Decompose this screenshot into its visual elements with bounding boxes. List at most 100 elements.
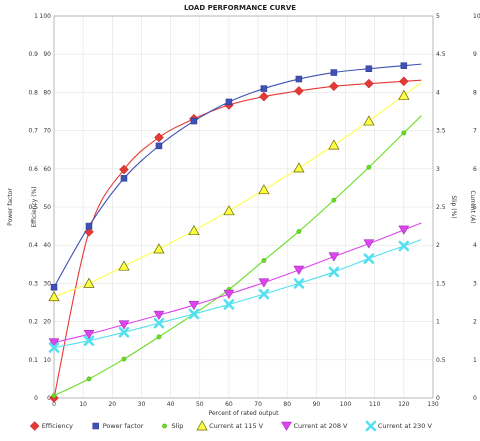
legend-label-power-factor: Power factor <box>103 422 144 430</box>
pf-tick-label: 0.6 <box>28 166 38 173</box>
current-at-115-v-point <box>83 277 95 288</box>
efficiency-axis-label: Efficiency (%) <box>31 186 38 227</box>
current-tick-label: 8 <box>473 89 477 96</box>
current-at-115-v-point <box>48 291 60 302</box>
efficiency-tick-label: 0 <box>47 395 51 402</box>
current-at-208-v-series <box>48 222 422 348</box>
pf-tick-label: 1 <box>34 13 38 20</box>
legend-marker-current-at-230-v <box>365 420 377 432</box>
pf-tick-label: 0.2 <box>28 319 38 326</box>
slip-point <box>401 130 407 136</box>
x-tick-label: 90 <box>313 401 321 408</box>
x-tick-label: 50 <box>196 401 204 408</box>
pf-tick-label: 0.5 <box>28 204 38 211</box>
efficiency-tick-label: 70 <box>43 128 51 135</box>
current-tick-label: 9 <box>473 51 477 58</box>
slip-point <box>156 334 162 340</box>
efficiency-point <box>259 91 269 102</box>
slip-point <box>296 229 302 234</box>
efficiency-tick-label: 30 <box>43 280 51 287</box>
slip-point <box>366 164 372 170</box>
power-factor-point <box>155 142 163 150</box>
slip-tick-label: 4 <box>436 89 440 96</box>
x-tick-label: 60 <box>225 401 233 408</box>
x-marker-stroke <box>258 288 270 300</box>
efficiency-point <box>119 164 129 175</box>
current-tick-label: 1 <box>473 357 477 364</box>
current-at-115-v-series <box>48 82 422 302</box>
power-factor-point <box>120 175 128 182</box>
current-tick-label: 7 <box>473 128 477 135</box>
x-tick-label: 100 <box>340 401 352 408</box>
current-at-230-v-point <box>328 266 340 278</box>
x-marker-stroke <box>118 326 130 338</box>
current-at-115-v-point <box>363 115 375 126</box>
current-at-115-v-point <box>153 243 165 254</box>
power-factor-point <box>330 69 338 76</box>
current-at-230-v-point <box>83 335 95 347</box>
legend-label-slip: Slip <box>172 422 184 430</box>
slip-tick-label: 0 <box>436 395 440 402</box>
slip-tick-label: 1.5 <box>436 280 446 287</box>
x-marker-stroke <box>223 299 235 310</box>
pf-tick-label: 0.9 <box>28 51 38 58</box>
x-axis-label: Percent of rated output <box>209 410 280 417</box>
slip-tick-label: 4.5 <box>436 51 446 58</box>
current-at-115-v-point <box>258 184 270 195</box>
x-tick-label: 0 <box>52 401 56 408</box>
legend-marker-current-at-115-v <box>196 420 208 431</box>
pf-tick-label: 0.4 <box>28 242 38 249</box>
current-at-230-v-point <box>188 308 200 320</box>
current-at-230-v-line <box>53 239 422 349</box>
x-marker-stroke <box>48 342 60 353</box>
legend-item-current-at-115-v: Current at 115 V <box>196 420 264 431</box>
slip-tick-label: 2.5 <box>436 204 446 211</box>
legend-item-current-at-208-v: Current at 208 V <box>281 421 349 431</box>
current-tick-label: 4 <box>473 242 477 249</box>
power-factor-point <box>400 62 408 69</box>
x-tick-label: 110 <box>369 401 381 408</box>
current-at-208-v-point <box>188 300 200 311</box>
slip-tick-label: 3.5 <box>436 128 446 135</box>
current-at-230-v-point <box>293 278 305 289</box>
legend-marker-power-factor <box>92 422 99 430</box>
series-group <box>48 62 422 403</box>
pf-tick-label: 0.3 <box>28 280 38 287</box>
efficiency-line <box>53 79 422 399</box>
current-tick-label: 5 <box>473 204 477 211</box>
x-tick-label: 20 <box>108 401 116 408</box>
slip-line <box>53 115 422 397</box>
x-marker-stroke <box>153 317 165 329</box>
efficiency-point <box>329 81 339 92</box>
power-factor-point <box>365 65 373 72</box>
x-marker-stroke <box>83 335 95 347</box>
efficiency-tick-label: 50 <box>43 204 51 211</box>
efficiency-tick-label: 60 <box>43 166 51 173</box>
x-tick-label: 40 <box>167 401 175 408</box>
current-at-208-v-point <box>398 225 410 235</box>
current-at-115-v-point <box>328 139 340 150</box>
pf-tick-label: 0 <box>34 395 38 402</box>
x-marker-stroke <box>398 240 410 252</box>
x-tick-label: 130 <box>427 401 439 408</box>
current-at-115-v-point <box>188 224 200 236</box>
current-tick-label: 3 <box>473 280 477 287</box>
grid <box>54 16 433 398</box>
legend-label-current-at-208-v: Current at 208 V <box>294 422 349 430</box>
x-marker-stroke <box>365 420 377 432</box>
x-marker-stroke <box>188 308 200 320</box>
current-tick-label: 10 <box>473 13 480 20</box>
slip-point <box>86 376 92 382</box>
current-at-208-v-point <box>363 239 375 249</box>
slip-tick-label: 0.5 <box>436 357 446 364</box>
pf-tick-label: 0.8 <box>28 89 38 96</box>
slip-tick-label: 2 <box>436 242 440 249</box>
legend-label-efficiency: Efficiency <box>42 422 73 430</box>
power-factor-point <box>85 222 93 230</box>
pf-tick-label: 0.1 <box>28 357 38 364</box>
power-factor-series <box>50 62 422 291</box>
plot-frame <box>53 15 434 399</box>
power-factor-point <box>225 98 233 106</box>
current-at-230-v-point <box>363 253 375 264</box>
